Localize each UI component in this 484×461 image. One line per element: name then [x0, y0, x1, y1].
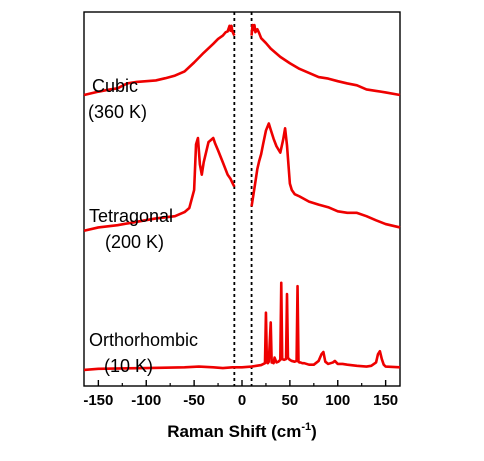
phase-labels: Cubic (360 K) Tetragonal (200 K) Orthorhombi… [88, 76, 198, 376]
series-line-tetragonal-0 [83, 136, 236, 233]
phase-label-cubic: Cubic (360 K) [88, 76, 147, 122]
phase-label-line: Tetragonal [89, 206, 173, 226]
x-axis-title: Raman Shift (cm-1) [167, 421, 317, 441]
phase-label-line: (200 K) [105, 232, 164, 252]
spectra-series [83, 23, 401, 372]
x-axis-title-superscript: -1 [301, 421, 311, 433]
x-tick-label: 50 [282, 392, 299, 409]
phase-label-line: Cubic [92, 76, 138, 96]
phase-label-line: Orthorhombic [89, 330, 198, 350]
phase-label-tetragonal: Tetragonal (200 K) [89, 206, 173, 252]
series-line-cubic-0 [83, 24, 236, 97]
series-line-orthorhombic-0 [83, 281, 401, 372]
x-tick-label: -150 [83, 392, 113, 409]
x-tick-label: -50 [183, 392, 205, 409]
phase-label-line: (10 K) [104, 356, 153, 376]
series-cubic [83, 23, 401, 97]
x-axis-tick-labels: -150 -100 -50 0 50 100 150 [83, 392, 398, 409]
series-line-tetragonal-1 [250, 122, 401, 229]
x-tick-label: -100 [131, 392, 161, 409]
series-line-cubic-1 [250, 23, 401, 97]
x-tick-label: 150 [373, 392, 398, 409]
phase-label-orthorhombic: Orthorhombic (10 K) [89, 330, 198, 376]
x-axis-ticks [97, 380, 387, 386]
series-orthorhombic [83, 281, 401, 372]
laser-cutoff-lines [233, 12, 253, 386]
series-tetragonal [83, 122, 401, 233]
phase-label-line: (360 K) [88, 102, 147, 122]
x-tick-label: 100 [325, 392, 350, 409]
x-tick-label: 0 [238, 392, 246, 409]
